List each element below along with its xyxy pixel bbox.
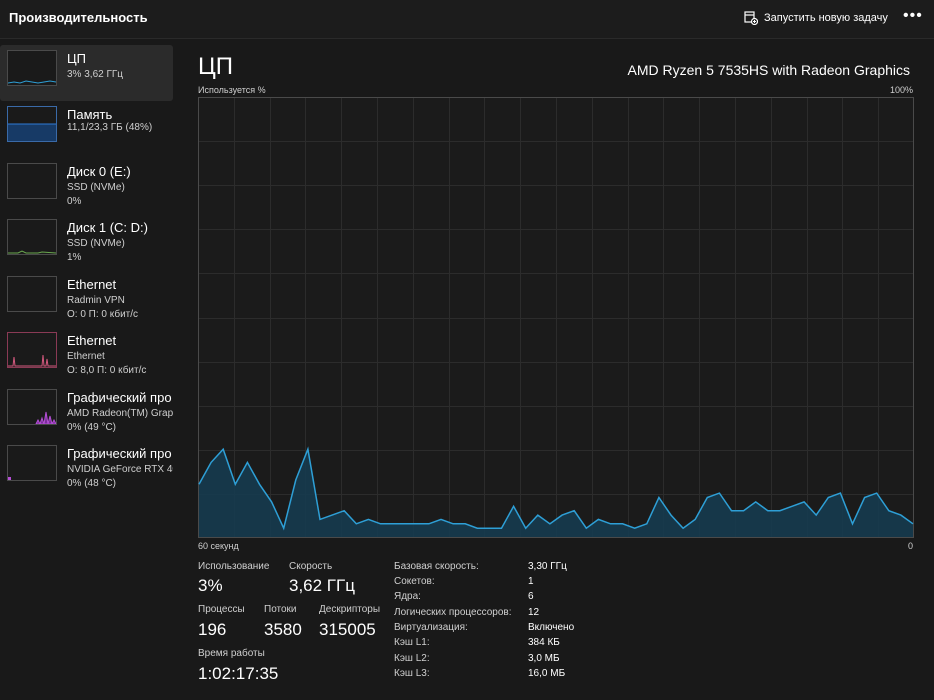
sidebar-item-label: Диск 1 (C: D:) <box>67 220 148 235</box>
sidebar-item-cpu[interactable]: ЦП 3% 3,62 ГГц <box>0 45 173 101</box>
base-speed-value: 3,30 ГГц <box>528 561 567 572</box>
cpu-model-name: AMD Ryzen 5 7535HS with Radeon Graphics <box>627 62 910 78</box>
sidebar-item-label: ЦП <box>67 51 86 66</box>
sidebar-item-detail: AMD Radeon(TM) Graph <box>67 408 173 419</box>
logical-processors-value: 12 <box>528 607 540 618</box>
base-speed-key: Базовая скорость: <box>394 561 479 572</box>
sidebar: ЦП 3% 3,62 ГГц Память 11,1/23,3 ГБ (48%)… <box>0 40 176 700</box>
sidebar-item-detail: Ethernet <box>67 351 105 362</box>
more-options-icon[interactable]: ••• <box>903 7 923 24</box>
cache-l1-key: Кэш L1: <box>394 637 430 648</box>
sidebar-item-label: Ethernet <box>67 333 117 348</box>
cache-l3-key: Кэш L3: <box>394 668 430 679</box>
header-divider <box>0 38 934 39</box>
uptime-label: Время работы <box>198 648 265 659</box>
sidebar-item-label: Графический про <box>67 390 172 405</box>
sidebar-item-detail: NVIDIA GeForce RTX 405 <box>67 464 173 475</box>
ethernet-mini-graph <box>7 332 57 368</box>
title-bar: Производительность Запустить новую задач… <box>0 0 934 38</box>
logical-processors-key: Логических процессоров: <box>394 607 512 618</box>
sockets-key: Сокетов: <box>394 576 435 587</box>
sidebar-item-label: Ethernet <box>67 277 117 292</box>
cpu-mini-graph <box>7 50 57 86</box>
page-title: ЦП <box>198 53 234 80</box>
cache-l3-value: 16,0 МБ <box>528 668 566 679</box>
sidebar-item-ethernet-radmin[interactable]: Ethernet Radmin VPN О: 0 П: 0 кбит/с <box>0 271 173 327</box>
run-task-icon <box>744 11 758 25</box>
app-title: Производительность <box>9 10 148 25</box>
sidebar-item-memory[interactable]: Память 11,1/23,3 ГБ (48%) <box>0 101 173 157</box>
sidebar-item-detail: SSD (NVMe) <box>67 182 125 193</box>
sidebar-item-detail: 0% (48 °C) <box>67 478 117 489</box>
sidebar-item-label: Графический про <box>67 446 172 461</box>
sidebar-item-disk-1[interactable]: Диск 1 (C: D:) SSD (NVMe) 1% <box>0 214 173 270</box>
gpu-amd-mini-graph <box>7 389 57 426</box>
sidebar-item-ethernet[interactable]: Ethernet Ethernet О: 8,0 П: 0 кбит/с <box>0 327 173 383</box>
sidebar-item-label: Память <box>67 107 113 122</box>
sidebar-item-label: Диск 0 (E:) <box>67 164 131 179</box>
processes-value: 196 <box>198 620 227 639</box>
sidebar-item-detail: О: 0 П: 0 кбит/с <box>67 309 139 320</box>
sidebar-item-detail: 0% (49 °C) <box>67 422 117 433</box>
run-task-label: Запустить новую задачу <box>764 12 888 24</box>
disk1-mini-graph <box>7 219 57 255</box>
cpu-usage-area <box>199 449 913 537</box>
cache-l1-value: 384 КБ <box>528 637 560 648</box>
virtualization-value: Включено <box>528 622 575 633</box>
disk0-mini-graph <box>7 163 57 199</box>
processes-label: Процессы <box>198 604 245 615</box>
y-axis-label: Используется % <box>198 85 266 95</box>
cache-l2-key: Кэш L2: <box>394 653 430 664</box>
sidebar-item-gpu-amd[interactable]: Графический про AMD Radeon(TM) Graph 0% … <box>0 384 173 440</box>
sidebar-item-detail: 1% <box>67 252 82 263</box>
memory-mini-graph <box>7 106 57 142</box>
x-axis-left-label: 60 секунд <box>198 541 239 551</box>
sidebar-item-detail: 0% <box>67 196 82 207</box>
sidebar-item-gpu-nvidia[interactable]: Графический про NVIDIA GeForce RTX 405 0… <box>0 440 173 496</box>
y-axis-max-label: 100% <box>889 85 913 95</box>
virtualization-key: Виртуализация: <box>394 622 468 633</box>
cores-key: Ядра: <box>394 591 421 602</box>
usage-label: Использование <box>198 561 270 572</box>
threads-label: Потоки <box>264 604 297 615</box>
usage-value: 3% <box>198 576 223 595</box>
sockets-value: 1 <box>528 576 534 587</box>
x-axis-right-label: 0 <box>907 541 913 551</box>
cpu-usage-chart <box>198 97 914 538</box>
handles-label: Дескрипторы <box>319 604 381 615</box>
sidebar-item-detail: О: 8,0 П: 0 кбит/с <box>67 365 147 376</box>
sidebar-item-disk-0[interactable]: Диск 0 (E:) SSD (NVMe) 0% <box>0 158 173 214</box>
cache-l2-value: 3,0 МБ <box>528 653 560 664</box>
sidebar-item-detail: 11,1/23,3 ГБ (48%) <box>67 122 153 133</box>
cpu-usage-line <box>198 446 914 531</box>
cores-value: 6 <box>528 591 534 602</box>
speed-value: 3,62 ГГц <box>289 576 355 595</box>
sidebar-item-detail: Radmin VPN <box>67 295 125 306</box>
run-new-task-button[interactable]: Запустить новую задачу <box>744 9 888 27</box>
threads-value: 3580 <box>264 620 302 639</box>
sidebar-item-detail: 3% 3,62 ГГц <box>67 69 124 80</box>
speed-label: Скорость <box>289 561 333 572</box>
sidebar-item-detail: SSD (NVMe) <box>67 238 125 249</box>
gpu-nvidia-mini-graph <box>7 445 57 481</box>
handles-value: 315005 <box>319 620 376 639</box>
ethernet-radmin-mini-graph <box>7 276 57 312</box>
uptime-value: 1:02:17:35 <box>198 664 279 683</box>
